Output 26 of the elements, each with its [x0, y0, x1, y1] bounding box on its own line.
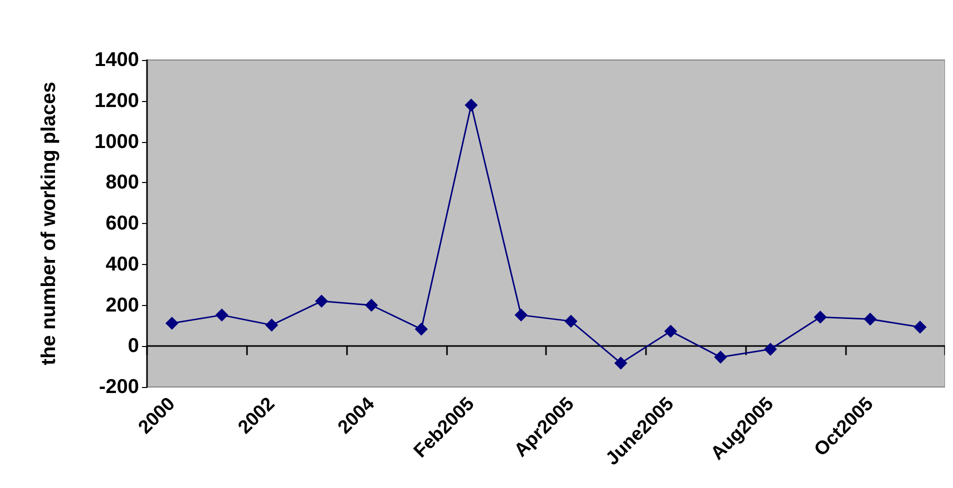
y-tick-label: 400 [106, 253, 139, 276]
point [664, 324, 678, 338]
point [714, 350, 728, 364]
point [864, 312, 877, 326]
point [414, 322, 428, 336]
point [764, 342, 777, 356]
point [315, 294, 328, 308]
y-axis-title: the number of working places [38, 82, 60, 366]
y-tick-label: 800 [106, 172, 139, 194]
y-tick-label: 1400 [94, 49, 139, 71]
point [914, 320, 927, 334]
point [564, 314, 578, 328]
point [614, 356, 628, 370]
y-tick-label: 0 [128, 335, 139, 358]
point [464, 98, 478, 112]
y-tick-label: -200 [98, 376, 139, 398]
point [514, 308, 528, 322]
point [814, 310, 827, 324]
point [265, 318, 278, 332]
y-tick-label: 600 [106, 212, 139, 234]
y-tick-label: 1200 [94, 90, 139, 112]
point [165, 316, 178, 330]
y-tick-label: 200 [106, 294, 139, 316]
point [215, 308, 228, 322]
y-tick-label: 1000 [94, 130, 139, 153]
point [364, 298, 378, 312]
